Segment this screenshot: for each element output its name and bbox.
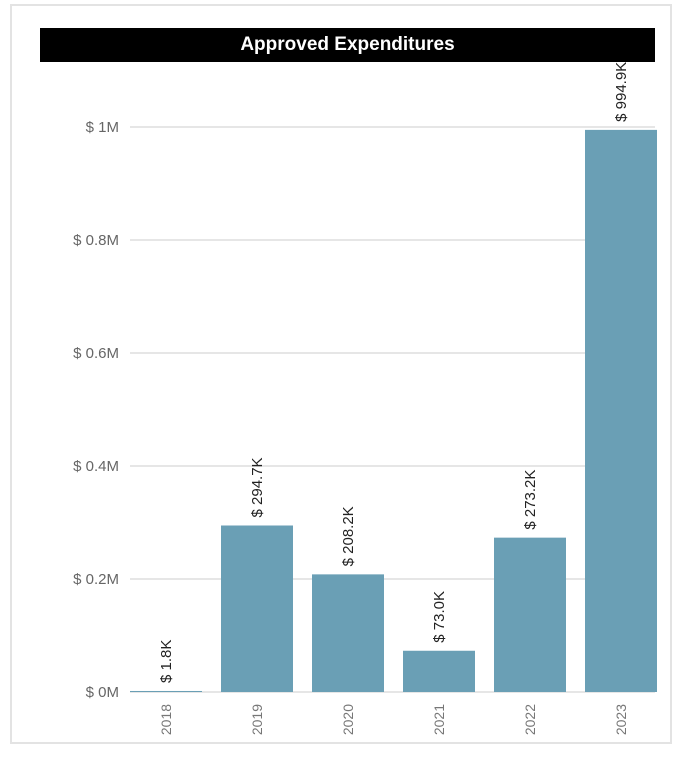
bar-2023 [585,129,657,693]
bars [130,129,657,693]
y-tick-label: $ 1M [86,119,119,136]
x-tick-label: 2020 [340,704,356,735]
data-label: $ 994.9K [613,62,630,122]
x-tick-label: 2019 [249,704,265,735]
y-tick-label: $ 0.4M [73,458,119,475]
y-tick-label: $ 0M [86,684,119,701]
bar-2021 [403,650,475,692]
bar-2018 [130,690,202,692]
y-tick-label: $ 0.8M [73,232,119,249]
data-label: $ 73.0K [431,591,448,643]
chart-title-bar: Approved Expenditures [40,28,655,62]
x-tick-label: 2022 [522,704,538,735]
chart-title: Approved Expenditures [240,34,455,55]
data-label: $ 1.8K [158,640,175,683]
data-label: $ 294.7K [249,457,266,517]
y-tick-label: $ 0.2M [73,571,119,588]
bar-2020 [312,574,384,692]
data-labels: $ 1.8K $ 294.7K $ 208.2K $ 73.0K $ 273.2K $ 9… [158,62,630,683]
x-tick-label: 2021 [431,704,447,735]
x-tick-label: 2018 [158,704,174,735]
x-axis-tick-labels: 2018 2019 2020 2021 2022 2023 [158,704,629,735]
data-label: $ 208.2K [340,506,357,566]
bar-2022 [494,537,566,692]
gridlines [130,126,655,693]
x-tick-label: 2023 [613,704,629,735]
y-tick-label: $ 0.6M [73,345,119,362]
y-axis-tick-labels: $ 0M $ 0.2M $ 0.4M $ 0.6M $ 0.8M $ 1M [73,119,119,701]
bar-2019 [221,525,293,692]
data-label: $ 273.2K [522,470,539,530]
